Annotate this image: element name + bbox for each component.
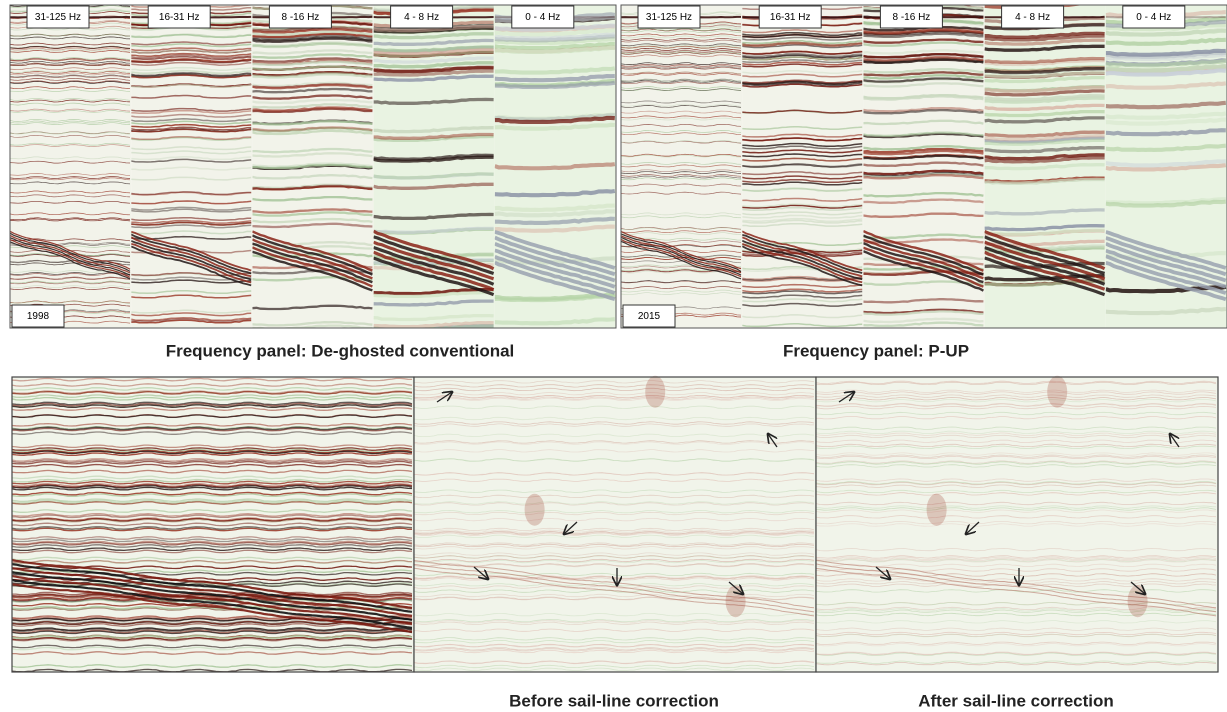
amplitude-blob xyxy=(525,494,545,526)
amplitude-blob xyxy=(1047,376,1067,408)
strip-bg xyxy=(10,5,131,328)
band-label: 8 -16 Hz xyxy=(893,12,931,23)
band-label: 8 -16 Hz xyxy=(282,12,320,23)
figure: 31-125 Hz 16-31 Hz 8 -16 Hz 4 - 8 Hz 0 - 4 H… xyxy=(0,0,1227,712)
band-label: 4 - 8 Hz xyxy=(1015,12,1050,23)
panel-bg xyxy=(414,377,816,672)
band-label: 0 - 4 Hz xyxy=(525,12,560,23)
year-label: 2015 xyxy=(638,311,661,322)
band-label: 16-31 Hz xyxy=(770,12,811,23)
panel-caption: Before sail-line correction xyxy=(509,691,719,710)
band-label: 31-125 Hz xyxy=(35,12,81,23)
panel-caption: Frequency panel: De-ghosted conventional xyxy=(166,341,515,360)
band-label: 4 - 8 Hz xyxy=(404,12,439,23)
panel-bg xyxy=(816,377,1218,672)
panel-caption: After sail-line correction xyxy=(918,691,1114,710)
band-label: 0 - 4 Hz xyxy=(1136,12,1171,23)
band-label: 31-125 Hz xyxy=(646,12,692,23)
strip-bg xyxy=(621,5,742,328)
panel-caption: Frequency panel: P-UP xyxy=(783,341,969,360)
amplitude-blob xyxy=(927,494,947,526)
amplitude-blob xyxy=(645,376,665,408)
year-label: 1998 xyxy=(27,311,50,322)
amplitude-blob xyxy=(726,585,746,617)
amplitude-blob xyxy=(1128,585,1148,617)
band-label: 16-31 Hz xyxy=(159,12,200,23)
